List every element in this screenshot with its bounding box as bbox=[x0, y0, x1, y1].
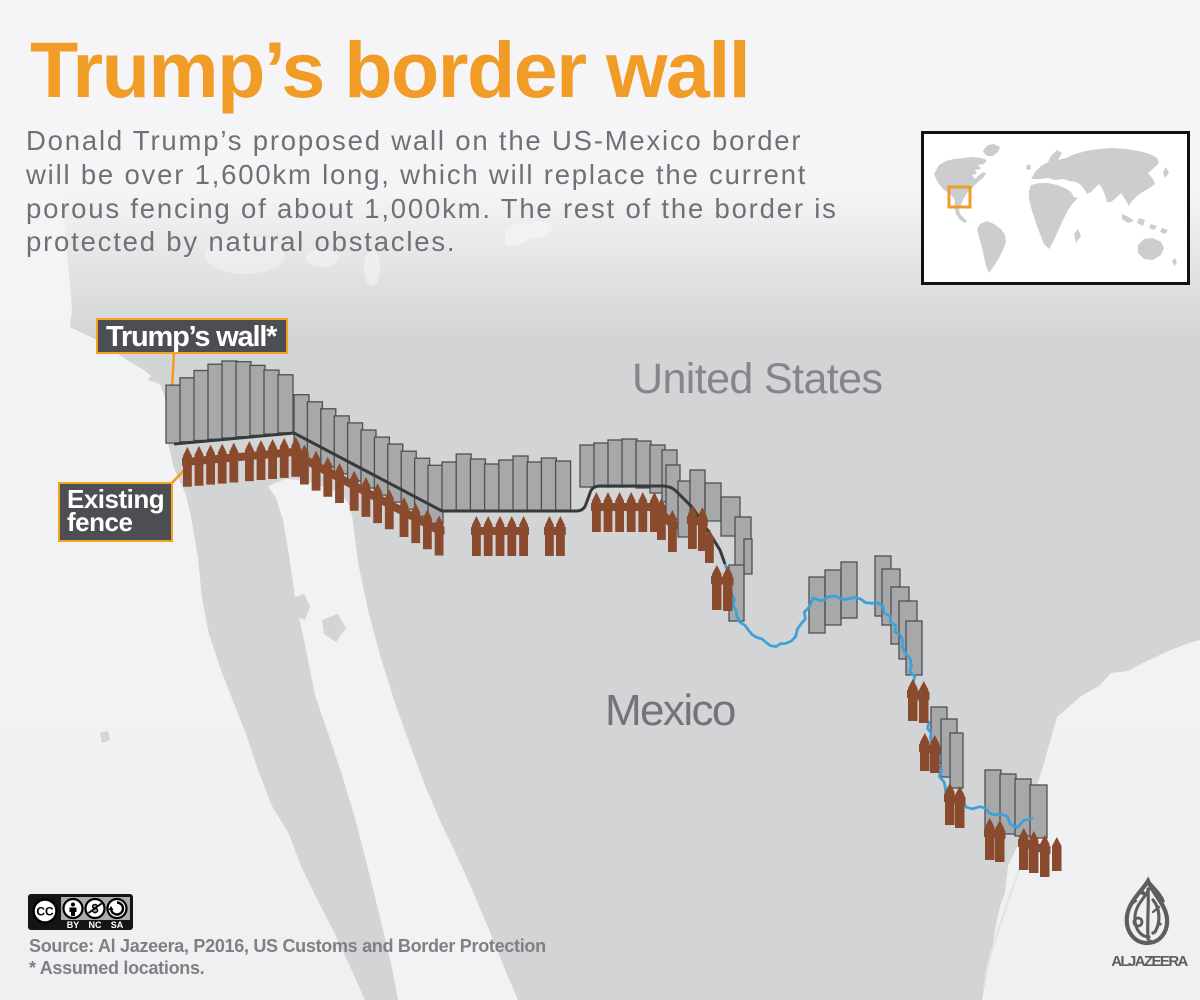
svg-text:Mexico: Mexico bbox=[605, 686, 735, 735]
svg-text:NC: NC bbox=[89, 920, 102, 930]
svg-text:ALJAZEERA: ALJAZEERA bbox=[1111, 953, 1188, 970]
svg-text:BY: BY bbox=[67, 920, 80, 930]
svg-text:United States: United States bbox=[632, 355, 882, 403]
svg-text:SA: SA bbox=[111, 920, 124, 930]
svg-text:CC: CC bbox=[36, 905, 54, 919]
